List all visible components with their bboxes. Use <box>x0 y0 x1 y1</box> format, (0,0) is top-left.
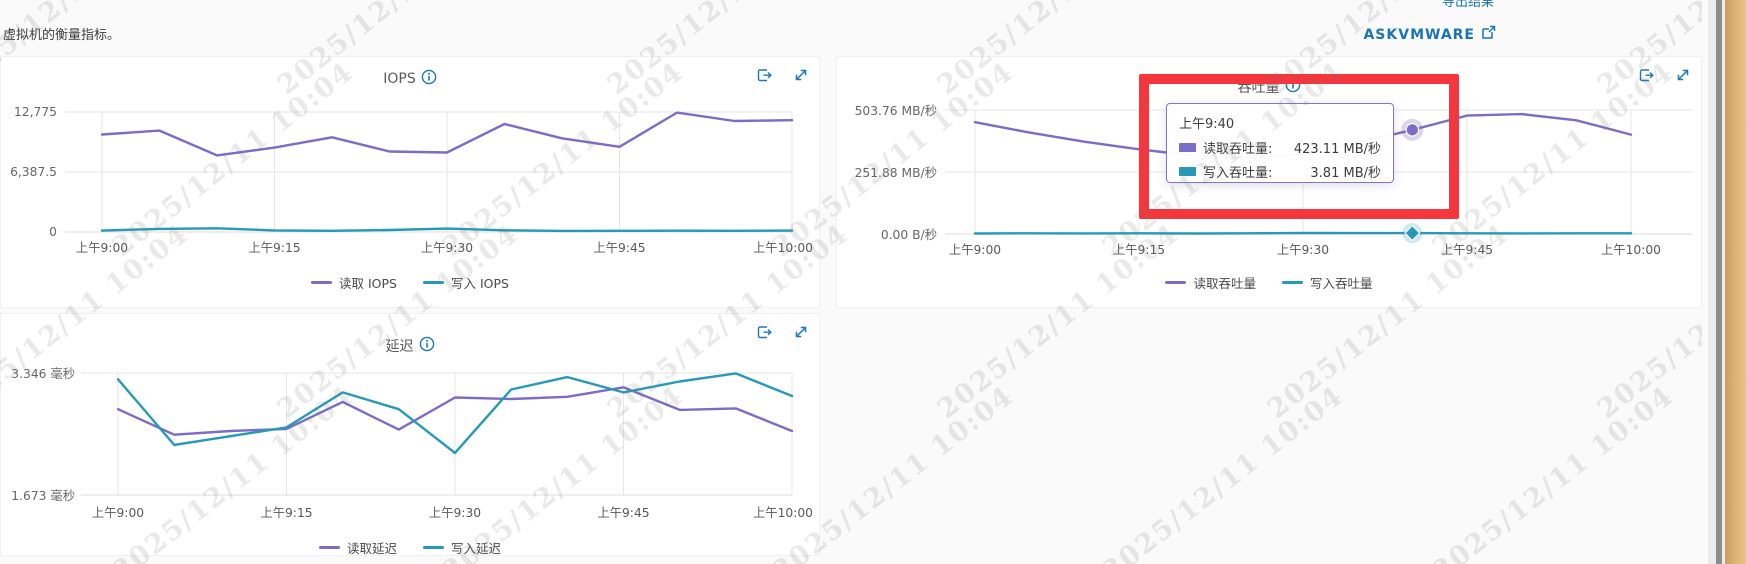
tooltip-series-swatch <box>1179 167 1196 176</box>
y-tick-label: 12,775 <box>13 105 57 119</box>
iops-card: IOPS 读取 IOPS 写入 IOPS 上午9:00 上午9:15 上午9:30 上… <box>0 56 820 308</box>
legend-label: 读取延迟 <box>346 541 397 556</box>
legend-swatch <box>311 281 333 284</box>
legend-label: 写入 IOPS <box>451 276 509 291</box>
expand-chart-icon[interactable] <box>1675 67 1691 84</box>
export-results-link[interactable]: 导出结果 <box>1441 0 1494 10</box>
info-icon[interactable] <box>1285 77 1301 97</box>
chart-title-text: 吞吐量 <box>1237 80 1280 96</box>
y-tick-label: 251.88 MB/秒 <box>854 166 937 180</box>
watermark-text: 2025/12/11 10:04 <box>1426 380 1680 564</box>
y-tick-label: 503.76 MB/秒 <box>854 104 937 118</box>
legend-swatch <box>1165 281 1187 284</box>
legend-item[interactable]: 读取延迟 <box>318 538 397 557</box>
x-tick-label: 上午9:45 <box>597 506 650 520</box>
tooltip-series-swatch <box>1179 143 1196 152</box>
throughput-legend: 读取吞吐量 写入吞吐量 <box>837 273 1701 292</box>
tooltip-row: 写入吞吐量: 3.81 MB/秒 <box>1179 162 1381 181</box>
tooltip-row: 读取吞吐量: 423.11 MB/秒 <box>1179 138 1381 157</box>
tooltip-series-label: 写入吞吐量: <box>1203 166 1273 181</box>
y-tick-label: 1.673 毫秒 <box>11 489 75 503</box>
latency-chart-plot[interactable] <box>1 314 821 557</box>
y-tick-label: 0.00 B/秒 <box>880 228 937 242</box>
latency-card-title: 延迟 <box>1 336 819 356</box>
legend-label: 写入吞吐量 <box>1310 276 1373 291</box>
x-tick-label: 上午9:00 <box>91 506 145 520</box>
chart-title-text: 延迟 <box>385 339 414 355</box>
x-tick-label: 上午9:15 <box>248 241 301 255</box>
info-icon[interactable] <box>419 336 435 356</box>
iops-chart-plot[interactable] <box>1 57 821 309</box>
askvmware-link[interactable]: ASKVMWARE <box>1363 25 1496 44</box>
export-chart-icon[interactable] <box>756 324 773 341</box>
y-tick-label: 6,387.5 <box>10 165 57 179</box>
x-tick-label: 上午9:30 <box>1276 243 1330 257</box>
latency-card: 延迟 读取延迟 写入延迟 上午9:00 上午9:15 上午9:30 上午9:45 上午1… <box>0 313 820 556</box>
info-icon[interactable] <box>421 69 437 89</box>
throughput-card-title: 吞吐量 <box>837 77 1701 97</box>
page-scrollbar-thumb[interactable] <box>1716 0 1722 564</box>
tooltip-time: 上午9:40 <box>1179 117 1235 132</box>
y-tick-label: 3.346 毫秒 <box>11 367 75 381</box>
expand-chart-icon[interactable] <box>793 324 809 341</box>
x-tick-label: 上午9:30 <box>420 241 474 255</box>
latency-legend: 读取延迟 写入延迟 <box>1 538 819 557</box>
legend-swatch <box>318 546 340 549</box>
legend-swatch <box>1282 281 1303 284</box>
legend-label: 读取 IOPS <box>339 276 397 291</box>
tooltip-series-label: 读取吞吐量: <box>1203 142 1273 157</box>
y-tick-label: 0 <box>49 225 57 239</box>
legend-item[interactable]: 读取吞吐量 <box>1165 273 1256 292</box>
legend-item[interactable]: 读取 IOPS <box>311 273 397 292</box>
legend-swatch <box>423 546 444 549</box>
page-description: 虚拟机的衡量指标。 <box>3 28 121 43</box>
legend-label: 写入延迟 <box>451 541 502 556</box>
legend-label: 读取吞吐量 <box>1193 276 1256 291</box>
iops-legend: 读取 IOPS 写入 IOPS <box>1 273 819 292</box>
legend-swatch <box>423 281 444 284</box>
legend-item[interactable]: 写入 IOPS <box>423 273 509 292</box>
x-tick-label: 上午9:15 <box>1112 243 1166 257</box>
x-tick-label: 上午10:00 <box>1600 243 1662 257</box>
x-tick-label: 上午9:45 <box>593 241 646 255</box>
export-chart-icon[interactable] <box>1638 67 1655 84</box>
x-tick-label: 上午9:15 <box>260 506 313 520</box>
tooltip-series-value: 423.11 MB/秒 <box>1293 142 1381 157</box>
tooltip-series-value: 3.81 MB/秒 <box>1310 166 1381 181</box>
expand-chart-icon[interactable] <box>793 67 809 84</box>
throughput-card: 吞吐量 读取吞吐量 写入吞吐量 上午9:40 读取吞吐量: 423.11 MB/… <box>836 56 1702 308</box>
x-tick-label: 上午9:45 <box>1440 243 1494 257</box>
watermark-text: 2025/12/11 10:04 <box>1096 380 1350 564</box>
x-tick-label: 上午9:00 <box>948 243 1002 257</box>
x-tick-label: 上午10:00 <box>752 506 814 520</box>
x-tick-label: 上午10:00 <box>752 241 814 255</box>
x-tick-label: 上午9:30 <box>428 506 482 520</box>
askvmware-label: ASKVMWARE <box>1363 26 1475 43</box>
iops-card-title: IOPS <box>1 69 819 89</box>
x-tick-label: 上午9:00 <box>75 241 129 255</box>
window-edge-strip <box>1725 0 1746 564</box>
legend-item[interactable]: 写入延迟 <box>423 538 501 557</box>
chart-title-text: IOPS <box>383 71 416 87</box>
legend-item[interactable]: 写入吞吐量 <box>1282 273 1373 292</box>
export-chart-icon[interactable] <box>756 67 773 84</box>
external-link-icon <box>1481 25 1496 44</box>
chart-tooltip: 上午9:40 读取吞吐量: 423.11 MB/秒 写入吞吐量: 3.81 MB… <box>1166 103 1394 183</box>
